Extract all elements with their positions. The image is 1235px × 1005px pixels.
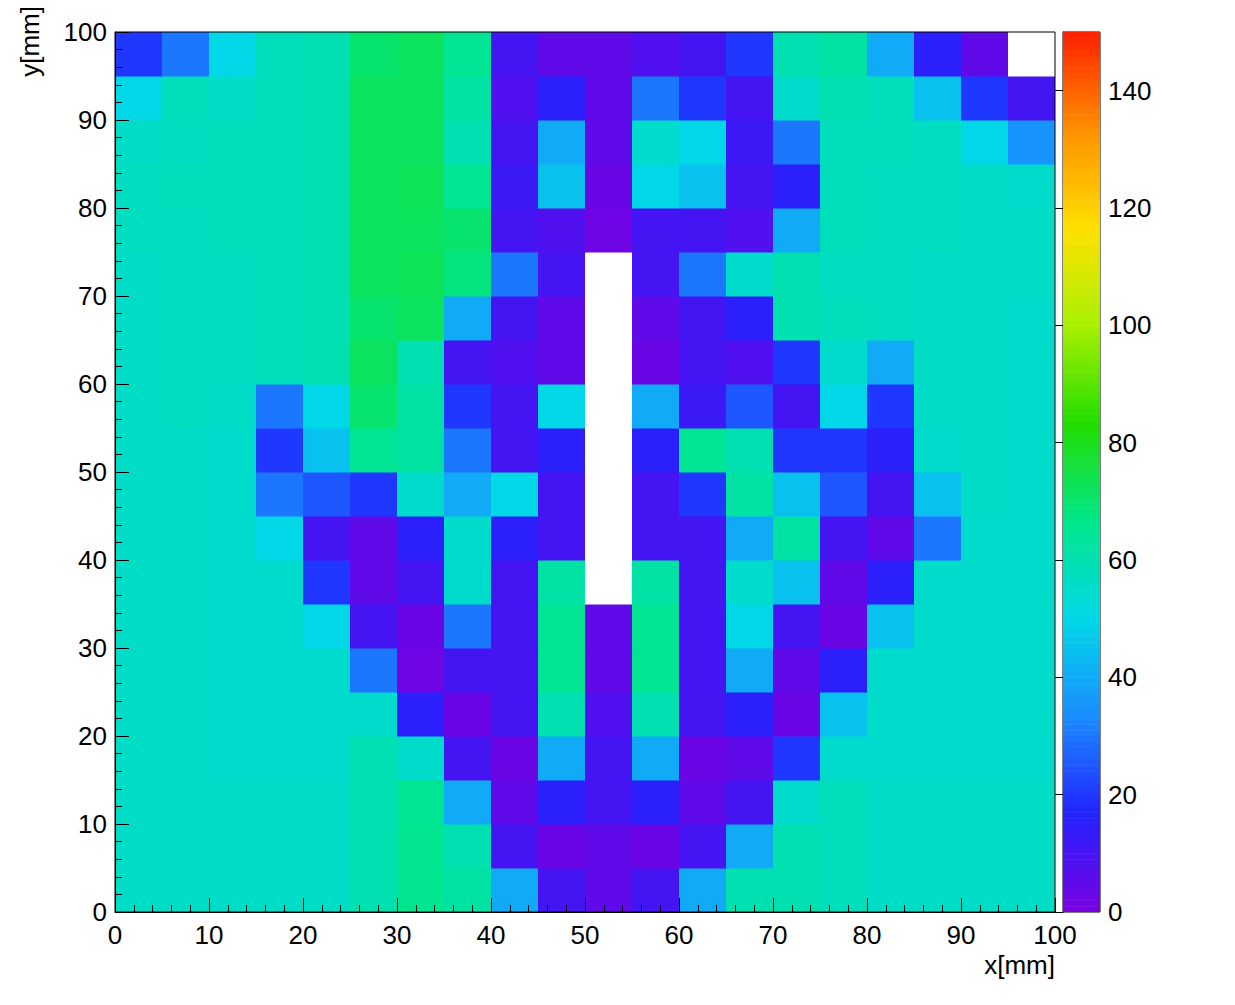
svg-text:50: 50 bbox=[571, 920, 600, 950]
svg-text:90: 90 bbox=[947, 920, 976, 950]
svg-text:40: 40 bbox=[78, 545, 107, 575]
svg-text:140: 140 bbox=[1108, 76, 1151, 106]
svg-text:80: 80 bbox=[78, 193, 107, 223]
svg-text:20: 20 bbox=[289, 920, 318, 950]
svg-text:30: 30 bbox=[383, 920, 412, 950]
svg-text:y[mm]: y[mm] bbox=[15, 6, 45, 77]
svg-text:100: 100 bbox=[1033, 920, 1076, 950]
svg-text:90: 90 bbox=[78, 105, 107, 135]
svg-text:100: 100 bbox=[64, 17, 107, 47]
svg-text:0: 0 bbox=[108, 920, 122, 950]
svg-text:x[mm]: x[mm] bbox=[984, 950, 1055, 980]
svg-text:10: 10 bbox=[78, 809, 107, 839]
svg-text:0: 0 bbox=[1108, 897, 1122, 927]
svg-text:20: 20 bbox=[1108, 780, 1137, 810]
svg-text:70: 70 bbox=[78, 281, 107, 311]
svg-text:20: 20 bbox=[78, 721, 107, 751]
svg-text:100: 100 bbox=[1108, 310, 1151, 340]
svg-text:80: 80 bbox=[853, 920, 882, 950]
svg-text:10: 10 bbox=[195, 920, 224, 950]
svg-text:120: 120 bbox=[1108, 193, 1151, 223]
svg-text:60: 60 bbox=[1108, 545, 1137, 575]
svg-text:80: 80 bbox=[1108, 428, 1137, 458]
svg-text:50: 50 bbox=[78, 457, 107, 487]
svg-text:0: 0 bbox=[93, 897, 107, 927]
svg-text:70: 70 bbox=[759, 920, 788, 950]
svg-text:30: 30 bbox=[78, 633, 107, 663]
svg-text:40: 40 bbox=[1108, 662, 1137, 692]
svg-text:60: 60 bbox=[665, 920, 694, 950]
svg-text:40: 40 bbox=[477, 920, 506, 950]
svg-text:60: 60 bbox=[78, 369, 107, 399]
